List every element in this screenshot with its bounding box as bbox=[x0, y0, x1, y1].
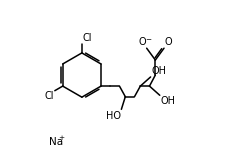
Text: O: O bbox=[164, 37, 172, 47]
Text: Cl: Cl bbox=[82, 33, 92, 43]
Text: −: − bbox=[145, 37, 151, 43]
Text: OH: OH bbox=[160, 96, 175, 106]
Text: OH: OH bbox=[151, 67, 166, 76]
Text: Na: Na bbox=[49, 137, 63, 147]
Text: Cl: Cl bbox=[45, 91, 54, 101]
Text: +: + bbox=[58, 135, 64, 141]
Text: O: O bbox=[139, 37, 146, 47]
Text: HO: HO bbox=[106, 111, 121, 121]
